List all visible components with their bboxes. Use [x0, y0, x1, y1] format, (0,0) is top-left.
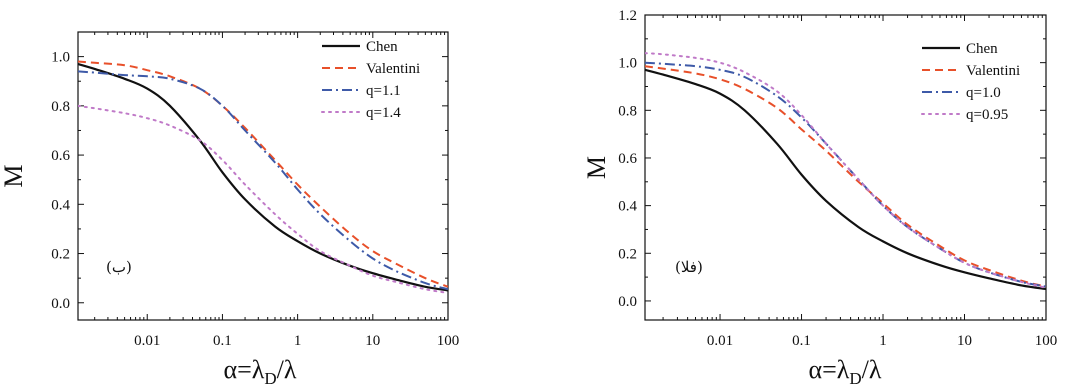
legend: Chen Valentini q=1.1 q=1.4 — [321, 39, 420, 121]
x-tick-label: 10 — [365, 333, 380, 349]
legend-label: q=1.1 — [366, 83, 401, 99]
x-tick-label: 0.1 — [213, 333, 232, 349]
series-line-q-1-1 — [78, 70, 448, 291]
x-tick-label: 10 — [957, 333, 972, 349]
series-line-valentini — [78, 60, 448, 288]
series-line-chen — [78, 62, 448, 292]
x-axis-title: α=λD/λ — [223, 355, 296, 387]
y-tick-label: 1.2 — [618, 8, 637, 24]
x-axis-title-main: α=λ — [808, 355, 849, 384]
x-tick-label: 1 — [294, 333, 302, 349]
y-tick-label: 0.8 — [51, 99, 70, 115]
y-tick-label: 0.6 — [618, 151, 637, 167]
legend-label: Valentini — [966, 63, 1020, 79]
legend-label: Chen — [966, 41, 998, 57]
x-tick-label: 1 — [879, 333, 887, 349]
x-tick-label: 0.01 — [134, 333, 160, 349]
y-tick-label: 0.4 — [51, 197, 70, 213]
y-tick-label: 0.6 — [51, 148, 70, 164]
x-axis-title-main: α=λ — [223, 355, 264, 384]
series-line-q-0-95 — [645, 52, 1046, 289]
panel-label: (ب) — [106, 258, 132, 276]
chart-panel-2: 0.01 0.1 1 10 100 0.0 0.2 0.4 0.6 0.8 1.0 1.2 Mα=λD/… — [582, 8, 1057, 387]
plot-frame — [644, 14, 1047, 321]
x-axis-title-subscript: D — [849, 369, 861, 387]
legend-label: Valentini — [366, 61, 420, 77]
x-tick-label: 100 — [437, 333, 460, 349]
x-axis-title-tail: /λ — [862, 355, 882, 384]
series-line-valentini — [645, 65, 1046, 288]
y-tick-label: 1.0 — [51, 50, 70, 66]
x-axis-title: α=λD/λ — [808, 355, 881, 387]
series-line-chen — [645, 68, 1046, 291]
y-tick-label: 0.2 — [51, 247, 70, 263]
legend-label: Chen — [366, 39, 398, 55]
y-tick-label: 0.0 — [51, 296, 70, 312]
y-axis-title: M — [582, 156, 611, 179]
y-tick-label: 0.2 — [618, 246, 637, 262]
y-tick-label: 0.8 — [618, 103, 637, 119]
y-axis-title: M — [0, 164, 28, 187]
x-tick-label: 0.1 — [792, 333, 811, 349]
y-tick-label: 1.0 — [618, 56, 637, 72]
x-axis-title-subscript: D — [264, 369, 276, 387]
legend: Chen Valentini q=1.0 q=0.95 — [921, 41, 1020, 123]
panel-label: (الف) — [675, 258, 703, 276]
legend-label: q=1.4 — [366, 105, 401, 121]
legend-label: q=0.95 — [966, 107, 1008, 123]
x-tick-label: 0.01 — [707, 333, 733, 349]
x-tick-label: 100 — [1035, 333, 1058, 349]
plot-frame — [77, 31, 449, 321]
series-line-q-1-4 — [78, 104, 448, 294]
y-tick-label: 0.4 — [618, 199, 637, 215]
x-axis-title-tail: /λ — [277, 355, 297, 384]
chart-panel-1: 0.01 0.1 1 10 100 0.0 0.2 0.4 0.6 0.8 1.0 Mα=λD/λ Ch… — [0, 31, 460, 387]
y-tick-label: 0.0 — [618, 294, 637, 310]
legend-label: q=1.0 — [966, 85, 1001, 101]
